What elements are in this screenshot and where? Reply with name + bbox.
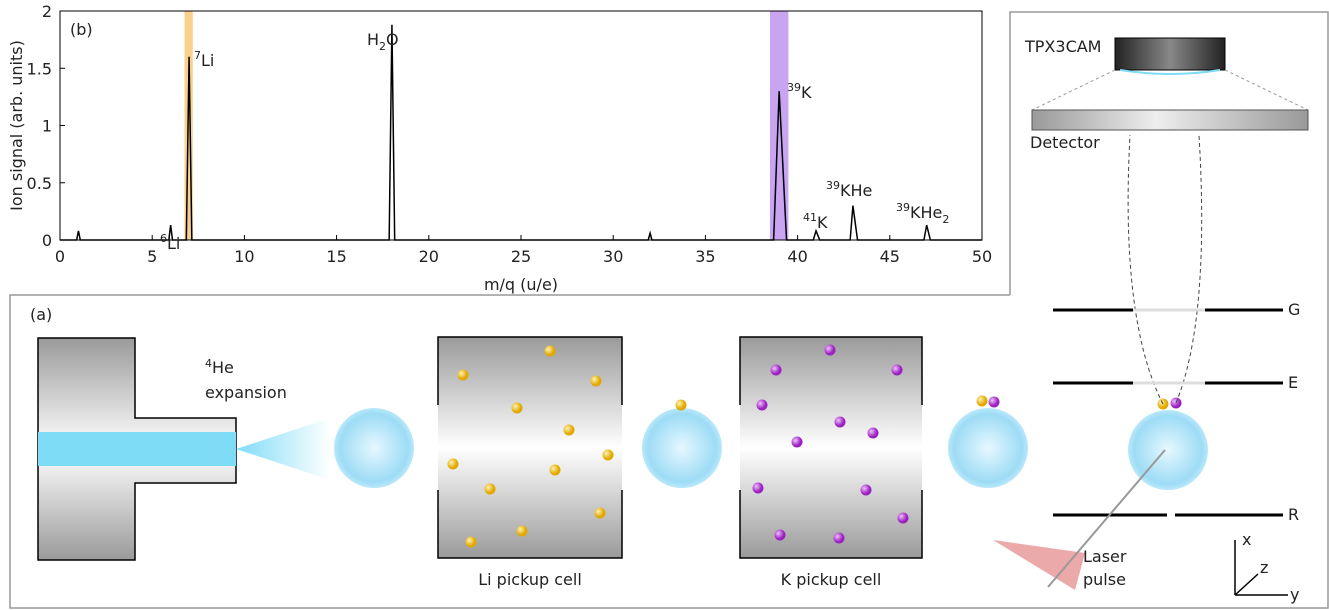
- page: {"chart_data":{"type":"line","panel_labe…: [0, 0, 1329, 610]
- superscript: 39: [826, 179, 840, 192]
- y-tick-label: 0: [42, 231, 52, 250]
- figure: (a) TPX3CAM Detector G E R 4He expansion…: [0, 0, 1329, 610]
- x-axis-label: m/q (u/e): [484, 275, 558, 294]
- superscript: 41: [803, 211, 817, 224]
- peak-label: 39K: [787, 81, 812, 102]
- beam: [38, 432, 236, 466]
- x-tick-label: 20: [419, 247, 439, 266]
- superscript: 6: [160, 232, 167, 245]
- label-text: O: [386, 30, 399, 49]
- electrode-label: R: [1288, 505, 1299, 524]
- laser-line: [1048, 450, 1165, 587]
- peak-label: 6Li: [160, 232, 180, 253]
- laser-label: Laser: [1083, 547, 1127, 566]
- cell-label: K pickup cell: [781, 570, 882, 589]
- x-tick-label: 30: [603, 247, 623, 266]
- axis-name: x: [1242, 530, 1251, 549]
- expansion-label: expansion: [205, 383, 287, 402]
- plot-frame: [60, 11, 982, 240]
- label-text: K: [817, 213, 828, 232]
- detector-label: Detector: [1030, 133, 1100, 152]
- camera: [1115, 38, 1225, 70]
- trajectories: [1128, 135, 1202, 404]
- superscript: 7: [194, 49, 201, 62]
- laser-label: pulse: [1083, 570, 1126, 589]
- x-tick-label: 45: [880, 247, 900, 266]
- y-tick-label: 0.5: [27, 174, 52, 193]
- panel-label: (b): [70, 20, 93, 39]
- y-axis-label: Ion signal (arb. units): [7, 40, 26, 211]
- superscript: 39: [896, 201, 910, 214]
- label-text: Li: [201, 51, 214, 70]
- mesh: [1133, 310, 1205, 383]
- projection: [1032, 70, 1308, 110]
- x-tick-label: 5: [147, 247, 157, 266]
- panel-label: (a): [30, 305, 52, 324]
- lens: [1120, 70, 1220, 74]
- label-text: H: [367, 30, 379, 49]
- x-tick-label: 50: [972, 247, 992, 266]
- peak-label: 39KHe2: [896, 201, 949, 226]
- y-tick-label: 1.5: [27, 59, 52, 78]
- x-tick-label: 25: [511, 247, 531, 266]
- peak-label: H2O: [367, 30, 399, 53]
- camera-label: TPX3CAM: [1024, 37, 1101, 56]
- peak-label: 41K: [803, 211, 828, 232]
- spectrum: 0 5 10 15 20 25 30 35 40 45 50 0 0.5 1 1.5 2 m/q (u/e) Io…: [7, 2, 992, 294]
- peak-label: 39KHe: [826, 179, 872, 200]
- highlight-band: [770, 11, 788, 240]
- electrode-label: G: [1288, 300, 1300, 319]
- superscript: 39: [787, 81, 801, 94]
- label-text: KHe: [910, 203, 942, 222]
- cell-label: Li pickup cell: [478, 570, 582, 589]
- sup: 4: [205, 357, 212, 370]
- diagram: (a) TPX3CAM Detector G E R 4He expansion…: [30, 37, 1308, 604]
- label-text: KHe: [840, 181, 872, 200]
- expansion-label: 4He: [205, 357, 234, 377]
- y-tick-label: 2: [42, 2, 52, 21]
- base: He: [212, 358, 234, 377]
- laser-beam: [993, 540, 1085, 590]
- peak-label: 7Li: [194, 49, 214, 70]
- label-text: K: [801, 83, 812, 102]
- electrode-label: E: [1288, 373, 1298, 392]
- x-tick-label: 40: [787, 247, 807, 266]
- x-tick-label: 35: [695, 247, 715, 266]
- label-text: Li: [167, 234, 180, 253]
- y-tick-label: 1: [42, 117, 52, 136]
- x-tick-label: 0: [55, 247, 65, 266]
- x-tick-label: 15: [326, 247, 346, 266]
- axis-name: y: [1290, 585, 1299, 604]
- x-tick-label: 10: [234, 247, 254, 266]
- subscript: 2: [942, 213, 949, 226]
- detector: [1032, 110, 1308, 130]
- subscript: 2: [379, 40, 386, 53]
- axis-name: z: [1260, 558, 1268, 577]
- expansion-cone: [236, 418, 330, 480]
